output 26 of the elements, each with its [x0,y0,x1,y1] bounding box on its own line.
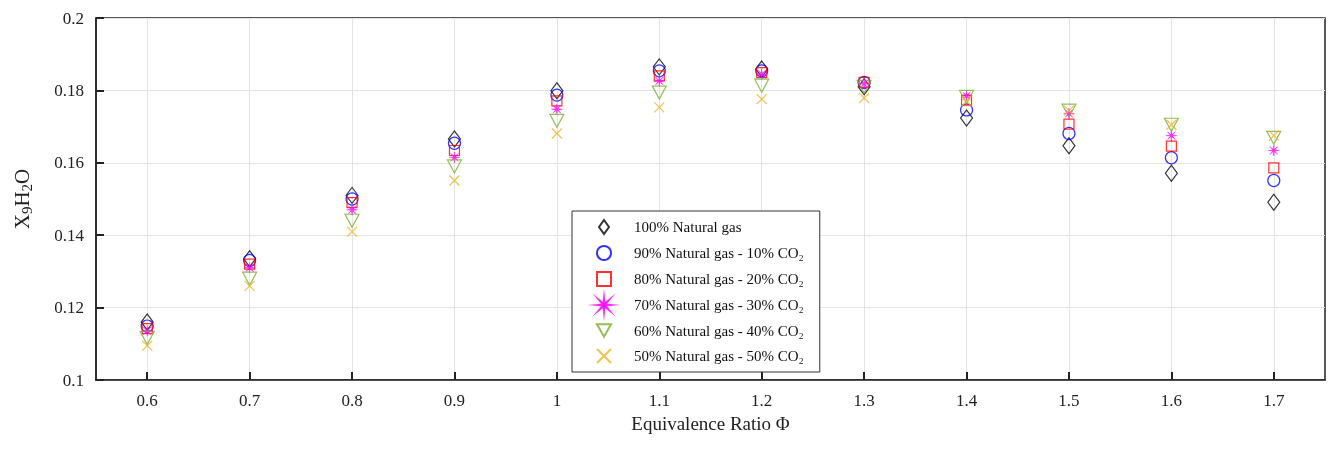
legend-label: 70% Natural gas - 30% CO₂ [634,297,804,313]
y-tick-label: 0.14 [54,225,85,245]
y-tick-label: 0.12 [54,298,84,318]
x-tick-label: 1.2 [751,391,773,410]
y-tick-label: 0.16 [54,153,84,173]
x-tick-label: 0.7 [239,391,261,410]
y-tick-label: 0.18 [54,80,84,100]
x-tick-label: 1.3 [853,391,875,410]
x-tick-label: 0.9 [443,391,466,410]
x-axis-title: Equivalence Ratio Φ [631,413,790,434]
x-tick-label: 1.1 [648,391,670,410]
x-tick-label: 0.8 [341,391,363,410]
legend-label: 50% Natural gas - 50% CO₂ [634,348,804,364]
y-tick-label: 0.1 [62,370,84,390]
x-tick-label: 1.5 [1058,391,1080,410]
x-tick-label: 1.6 [1160,391,1182,410]
y-tick-label: 0.2 [62,8,84,28]
legend-label: 90% Natural gas - 10% CO₂ [634,245,804,261]
x-tick-label: 1 [552,391,562,410]
y-axis-title: X9H2O [9,168,35,230]
x-tick-label: 1.4 [955,391,978,410]
legend-label: 100% Natural gas [634,219,742,235]
x-tick-label: 0.6 [136,391,158,410]
legend-label: 80% Natural gas - 20% CO₂ [634,271,804,287]
legend-label: 60% Natural gas - 40% CO₂ [634,322,804,339]
x-tick-label: 1.7 [1263,391,1285,410]
